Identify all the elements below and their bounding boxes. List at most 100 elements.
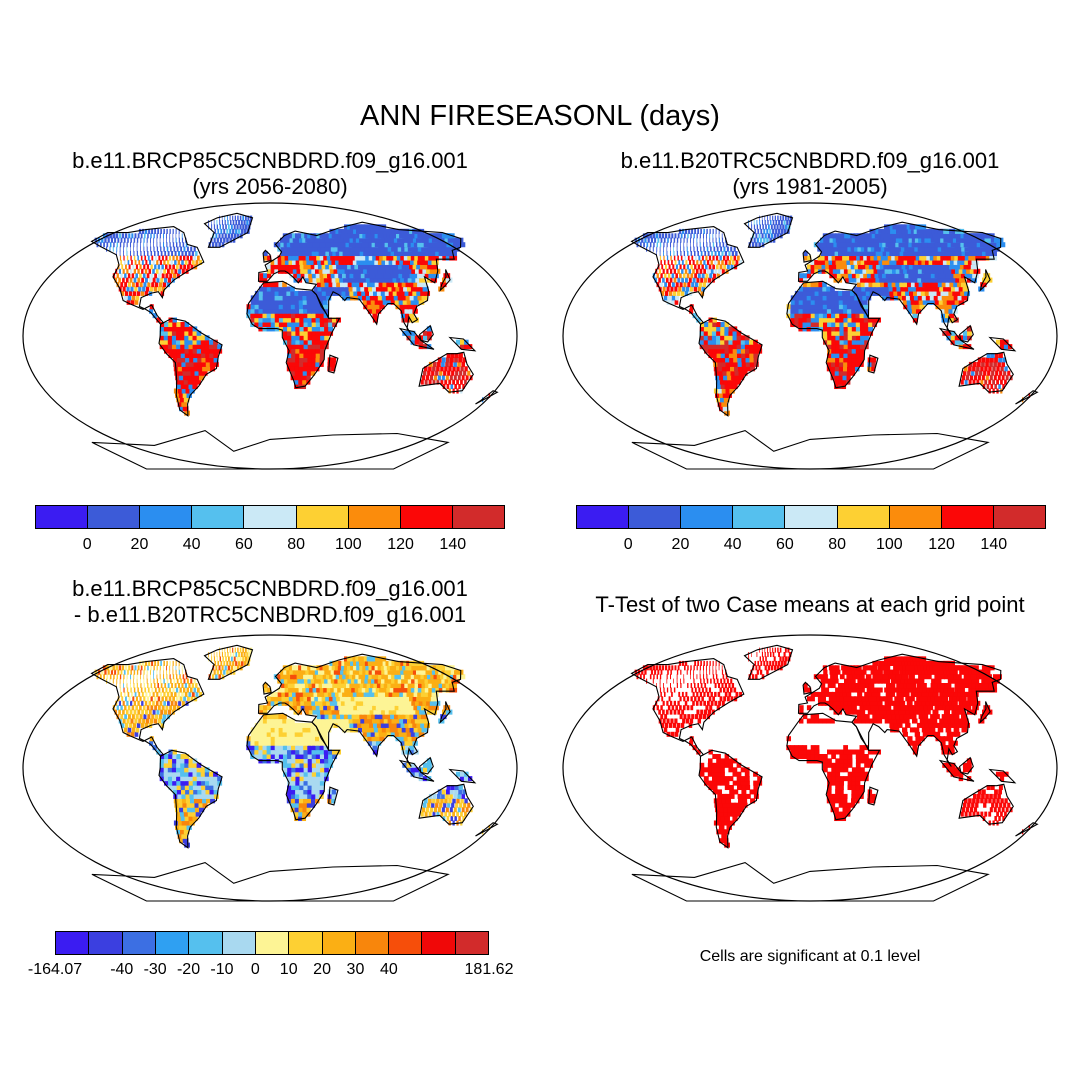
map-grid-cell (262, 304, 268, 310)
map-grid-cell (688, 277, 692, 283)
map-grid-cell (814, 304, 820, 310)
map-grid-cell (131, 665, 134, 671)
map-grid-cell (298, 375, 303, 381)
map-grid-cell (167, 776, 173, 782)
map-grid-cell (677, 233, 680, 239)
map-grid-cell (675, 273, 678, 279)
map-grid-cell (140, 246, 141, 252)
map-grid-cell (823, 242, 828, 248)
map-grid-cell (847, 344, 853, 350)
map-grid-cell (318, 700, 324, 706)
map-grid-cell (130, 268, 133, 274)
map-grid-cell (884, 268, 891, 274)
map-grid-cell (940, 308, 946, 314)
map-grid-cell (847, 313, 853, 319)
map-grid-cell (291, 313, 296, 319)
map-grid-cell (156, 665, 158, 671)
map-grid-cell (163, 665, 165, 671)
map-grid-cell (292, 691, 297, 697)
map-grid-cell (352, 700, 358, 706)
map-grid-cell (140, 233, 143, 239)
map-grid-cell (127, 273, 131, 279)
map-grid-cell (178, 251, 181, 257)
map-grid-cell (798, 313, 804, 319)
map-grid-cell (464, 379, 467, 385)
map-grid-cell (836, 268, 842, 274)
map-grid-cell (845, 237, 851, 243)
map-grid-cell (810, 322, 816, 328)
map-grid-cell (192, 339, 198, 345)
map-grid-cell (920, 290, 927, 296)
map-grid-cell (109, 242, 112, 248)
map-grid-cell (296, 674, 302, 680)
map-grid-cell (770, 220, 772, 226)
map-grid-cell (420, 379, 424, 385)
map-grid-cell (400, 745, 407, 751)
map-grid-cell (962, 330, 968, 336)
map-grid-cell (441, 357, 446, 363)
map-grid-cell (211, 220, 212, 226)
map-grid-cell (390, 273, 397, 279)
map-grid-cell (359, 700, 366, 706)
map-grid-cell (144, 233, 146, 239)
map-grid-cell (229, 237, 233, 243)
map-grid-cell (166, 691, 170, 697)
map-grid-cell (307, 344, 313, 350)
map-grid-cell (753, 237, 756, 243)
map-grid-cell (729, 361, 735, 367)
map-grid-cell (185, 674, 188, 680)
map-grid-cell (184, 691, 188, 697)
map-grid-cell (397, 683, 405, 689)
map-grid-cell (343, 277, 349, 283)
map-grid-cell (937, 251, 945, 257)
map-grid-cell (365, 242, 372, 248)
map-grid-cell (764, 233, 767, 239)
map-grid-cell (858, 251, 864, 257)
map-grid-cell (366, 268, 373, 274)
map-grid-cell (369, 290, 375, 296)
map-grid-cell (192, 771, 198, 777)
map-grid-cell (454, 357, 458, 363)
map-grid-cell (865, 251, 871, 257)
map-grid-cell (446, 789, 450, 795)
map-grid-cell (163, 700, 167, 706)
map-grid-cell (861, 237, 867, 243)
map-grid-cell (298, 370, 304, 376)
map-grid-cell (331, 789, 337, 795)
map-grid-cell (853, 259, 859, 265)
map-grid-cells (94, 215, 491, 416)
map-grid-cell (290, 246, 296, 252)
map-grid-cell (193, 793, 199, 799)
map-grid-cell (730, 370, 736, 376)
map-grid-cell (206, 366, 212, 372)
map-grid-cell (291, 780, 296, 786)
map-grid-cell (900, 273, 907, 279)
map-grid-cell (867, 246, 873, 252)
map-grid-cell (115, 665, 119, 671)
map-grid-cell (686, 237, 688, 243)
map-grid-cell (437, 375, 441, 381)
map-grid-cell (120, 259, 122, 265)
map-grid-cell (806, 308, 812, 314)
coastline-madagascar (868, 354, 879, 374)
map-grid-cell (700, 228, 702, 234)
map-grid-cell (729, 388, 735, 394)
map-grid-cell (121, 722, 125, 728)
map-grid-cell (385, 727, 392, 733)
map-grid-cell (900, 246, 908, 252)
map-grid-cell (370, 268, 377, 274)
map-grid-cell (826, 295, 832, 301)
map-grid-cell (298, 736, 304, 742)
map-grid-cell (431, 259, 439, 265)
map-grid-cell (282, 718, 287, 724)
map-grid-cell (204, 767, 210, 773)
map-grid-cell (880, 246, 887, 252)
map-grid-cell (267, 687, 272, 693)
map-grid-cell (353, 273, 359, 279)
map-grid-cell (112, 665, 116, 671)
map-grid-cell (363, 683, 370, 689)
map-grid-cell (419, 696, 427, 702)
map-grid-cell (185, 361, 191, 367)
map-grid-cell (430, 277, 438, 283)
map-grid-cell (673, 255, 676, 261)
